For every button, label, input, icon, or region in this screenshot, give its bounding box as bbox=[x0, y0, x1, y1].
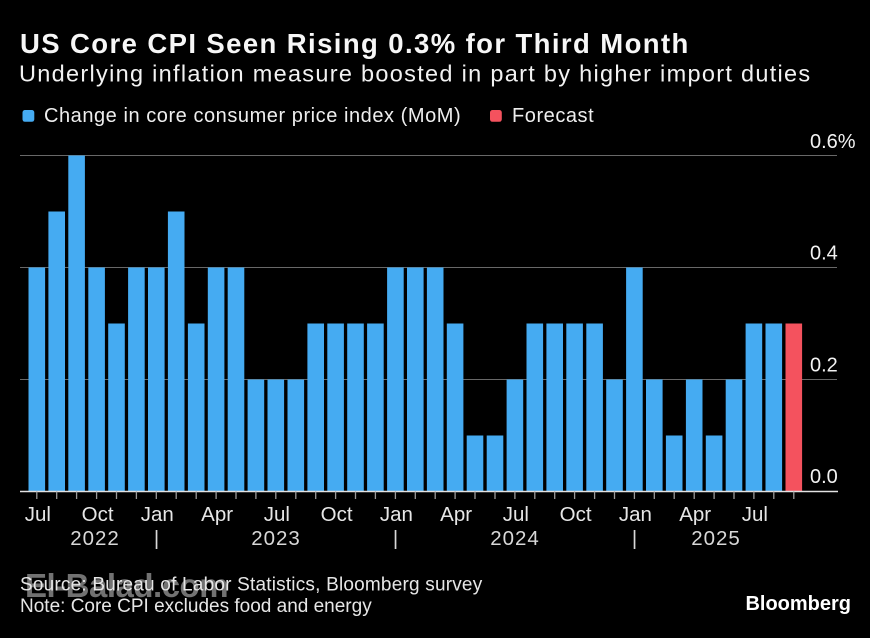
svg-text:Jul: Jul bbox=[503, 503, 529, 526]
svg-text:Jul: Jul bbox=[742, 503, 768, 526]
svg-text:Apr: Apr bbox=[440, 503, 472, 526]
svg-text:Oct: Oct bbox=[82, 503, 114, 526]
svg-text:Jul: Jul bbox=[264, 503, 290, 526]
svg-text:Forecast: Forecast bbox=[512, 105, 594, 127]
svg-text:Jul: Jul bbox=[25, 503, 51, 526]
svg-text:Bloomberg: Bloomberg bbox=[745, 593, 851, 615]
svg-text:Apr: Apr bbox=[679, 503, 711, 526]
svg-text:Underlying inflation measure b: Underlying inflation measure boosted in … bbox=[19, 61, 811, 87]
svg-text:Change in core consumer price: Change in core consumer price index (MoM… bbox=[44, 105, 461, 127]
svg-text:Apr: Apr bbox=[201, 503, 233, 526]
svg-text:2022: 2022 bbox=[70, 527, 120, 550]
svg-text:|: | bbox=[154, 527, 160, 550]
svg-text:0.2: 0.2 bbox=[810, 355, 838, 377]
svg-text:US Core CPI Seen Rising 0.3% f: US Core CPI Seen Rising 0.3% for Third M… bbox=[20, 28, 690, 59]
svg-text:2025: 2025 bbox=[691, 527, 741, 550]
svg-text:Note: Core CPI excludes food a: Note: Core CPI excludes food and energy bbox=[20, 596, 372, 617]
svg-text:Source: Bureau of Labor Statis: Source: Bureau of Labor Statistics, Bloo… bbox=[20, 575, 483, 596]
svg-text:|: | bbox=[632, 527, 638, 550]
svg-text:El-Balad.com: El-Balad.com bbox=[25, 567, 228, 604]
svg-text:Jan: Jan bbox=[619, 503, 652, 526]
svg-text:2023: 2023 bbox=[251, 527, 301, 550]
svg-text:Oct: Oct bbox=[321, 503, 353, 526]
svg-text:Jan: Jan bbox=[380, 503, 413, 526]
svg-text:0.4: 0.4 bbox=[810, 243, 838, 265]
svg-text:2024: 2024 bbox=[490, 527, 540, 550]
svg-text:0.6%: 0.6% bbox=[810, 131, 856, 153]
svg-text:|: | bbox=[393, 527, 399, 550]
svg-text:Oct: Oct bbox=[560, 503, 592, 526]
svg-text:0.0: 0.0 bbox=[810, 466, 838, 488]
svg-text:Jan: Jan bbox=[141, 503, 174, 526]
